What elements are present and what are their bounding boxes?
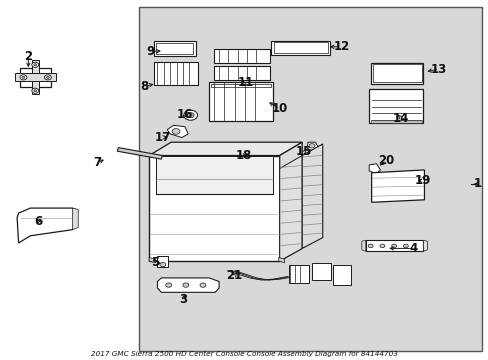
Polygon shape <box>149 156 279 261</box>
Text: 9: 9 <box>146 45 154 58</box>
Bar <box>370 120 421 123</box>
Circle shape <box>34 90 37 92</box>
Circle shape <box>32 88 39 93</box>
Text: 19: 19 <box>414 174 430 187</box>
Polygon shape <box>157 278 219 292</box>
Polygon shape <box>117 148 162 159</box>
Bar <box>311 263 330 280</box>
Circle shape <box>183 110 197 120</box>
Bar <box>332 265 350 285</box>
Text: 10: 10 <box>271 102 287 115</box>
Text: 11: 11 <box>237 76 253 89</box>
Bar <box>139 7 481 351</box>
Text: 6: 6 <box>34 215 42 228</box>
Text: 8: 8 <box>140 80 148 93</box>
Bar <box>154 62 198 85</box>
Bar <box>214 49 270 63</box>
Text: 3: 3 <box>179 293 187 306</box>
Polygon shape <box>17 208 76 243</box>
Polygon shape <box>32 60 39 94</box>
Bar <box>273 42 327 53</box>
Circle shape <box>243 154 255 164</box>
Text: 21: 21 <box>226 269 243 282</box>
Circle shape <box>367 244 372 248</box>
Polygon shape <box>149 142 302 156</box>
Bar <box>372 64 421 82</box>
Circle shape <box>22 76 25 78</box>
Polygon shape <box>361 240 365 251</box>
Bar <box>211 84 270 87</box>
Bar <box>271 41 329 55</box>
Circle shape <box>187 113 194 118</box>
Circle shape <box>172 129 180 134</box>
Text: 1: 1 <box>473 177 481 190</box>
Bar <box>154 41 195 56</box>
Text: 17: 17 <box>154 131 170 144</box>
Text: 15: 15 <box>295 145 312 158</box>
Text: 2: 2 <box>24 50 32 63</box>
Circle shape <box>160 262 165 267</box>
Circle shape <box>391 244 396 248</box>
Polygon shape <box>15 73 56 81</box>
Bar <box>368 89 422 123</box>
Bar <box>156 43 193 54</box>
Circle shape <box>308 144 314 148</box>
Polygon shape <box>371 170 424 202</box>
Circle shape <box>32 62 39 67</box>
Circle shape <box>20 75 27 80</box>
Polygon shape <box>278 257 284 263</box>
Bar <box>209 82 272 121</box>
Circle shape <box>46 76 49 78</box>
Text: 12: 12 <box>332 40 349 53</box>
Text: 18: 18 <box>235 149 251 162</box>
Text: 4: 4 <box>408 242 416 255</box>
Polygon shape <box>149 257 155 263</box>
Polygon shape <box>368 164 380 174</box>
Text: 14: 14 <box>392 112 408 125</box>
Text: 2017 GMC Sierra 2500 HD Center Console Console Assembly Diagram for 84144703: 2017 GMC Sierra 2500 HD Center Console C… <box>91 351 397 357</box>
Text: 5: 5 <box>151 256 159 269</box>
Circle shape <box>246 157 252 161</box>
Text: 20: 20 <box>377 154 394 167</box>
Text: 13: 13 <box>430 63 447 76</box>
Bar <box>157 256 168 267</box>
Bar <box>370 63 423 84</box>
Polygon shape <box>423 240 427 251</box>
Circle shape <box>379 244 384 248</box>
Polygon shape <box>279 156 302 261</box>
Circle shape <box>34 64 37 66</box>
Bar <box>288 265 308 283</box>
Circle shape <box>403 244 407 248</box>
Polygon shape <box>72 208 78 230</box>
Polygon shape <box>279 142 302 261</box>
Bar <box>214 66 270 80</box>
Circle shape <box>200 283 205 287</box>
Polygon shape <box>302 144 322 248</box>
Circle shape <box>165 283 171 287</box>
Text: 7: 7 <box>94 156 102 169</box>
Polygon shape <box>306 142 318 152</box>
Polygon shape <box>155 156 272 194</box>
Circle shape <box>44 75 51 80</box>
Polygon shape <box>167 125 188 138</box>
Bar <box>365 240 423 251</box>
Text: 16: 16 <box>176 108 193 121</box>
Circle shape <box>183 283 188 287</box>
